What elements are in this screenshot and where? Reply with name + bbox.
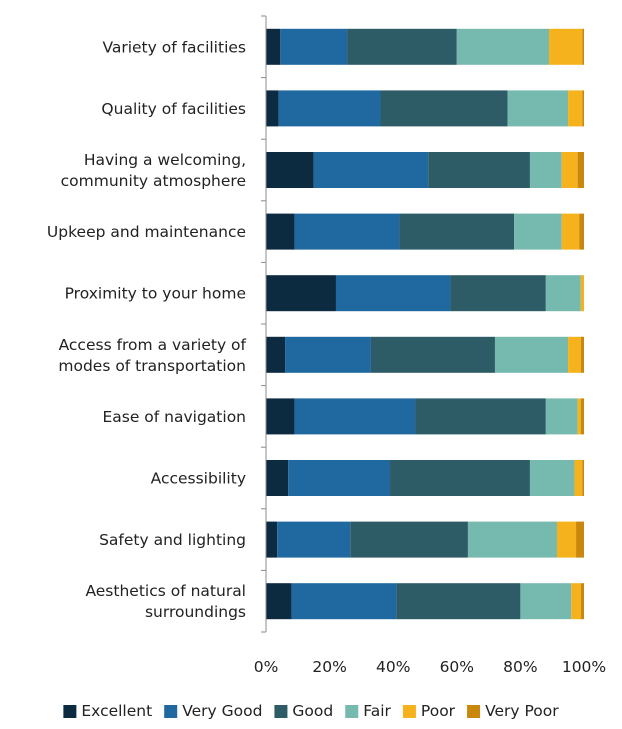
bar-segment (347, 28, 457, 65)
bar-segment (561, 152, 578, 188)
legend-item: Very Poor (467, 702, 559, 720)
category-label: Access from a variety of modes of transpo… (58, 336, 246, 375)
bar-segment (576, 521, 584, 558)
bar-segment (580, 583, 584, 620)
bar-segment (545, 398, 578, 435)
legend-item: Very Good (164, 702, 262, 720)
bar-segment (549, 28, 583, 65)
bar-segment (580, 398, 584, 435)
bar-segment (456, 28, 550, 65)
bar-segment (390, 460, 530, 496)
legend-swatch (402, 705, 416, 718)
legend-item: Good (274, 702, 333, 720)
bar-segment (294, 213, 400, 250)
legend-swatch (467, 705, 481, 718)
bar-segment (280, 28, 348, 65)
bar-segment (556, 521, 577, 558)
bar-segment (545, 275, 581, 312)
bar-segment (580, 275, 584, 312)
bar-segment (370, 336, 495, 373)
bar-segment (577, 398, 581, 435)
bar-segment (294, 398, 416, 435)
category-label: Safety and lighting (99, 531, 246, 549)
legend-label: Poor (421, 702, 456, 720)
bar-segment (582, 460, 584, 496)
bar-segment (579, 213, 584, 250)
bar-segment (582, 90, 584, 127)
bar-segment (507, 90, 569, 127)
bar-segment (291, 583, 397, 620)
legend-label: Fair (363, 702, 391, 720)
x-tick-label: 60% (440, 658, 474, 676)
bar-segment (266, 213, 295, 250)
bar-segment (288, 460, 391, 496)
bar-segment (494, 336, 569, 373)
bar-segment (266, 583, 292, 620)
bar-segment (450, 275, 546, 312)
x-tick-label: 20% (312, 658, 346, 676)
category-label: Aesthetics of natural surroundings (85, 582, 246, 621)
category-label: Quality of facilities (101, 100, 246, 118)
bar-segment (399, 213, 515, 250)
legend-label: Good (292, 702, 333, 720)
bar-segment (266, 460, 289, 496)
bar-segment (580, 336, 584, 373)
legend: Excellent Very Good Good Fair Poor Very Poor (63, 702, 559, 720)
legend-swatch (63, 705, 77, 718)
category-label: Proximity to your home (65, 285, 246, 303)
bar-segment (561, 213, 580, 250)
bar-segment (285, 336, 371, 373)
bars-layer (266, 28, 584, 620)
x-tick-label: 0% (254, 658, 279, 676)
bar-segment (571, 583, 581, 620)
bar-segment (396, 583, 521, 620)
bar-segment (514, 213, 562, 250)
bar-segment (266, 336, 286, 373)
bar-segment (529, 152, 562, 188)
bar-segment (335, 275, 451, 312)
axes (261, 15, 267, 633)
legend-label: Very Good (182, 702, 262, 720)
bar-segment (278, 90, 381, 127)
bar-segment (266, 398, 295, 435)
bar-segment (266, 152, 314, 188)
legend-swatch (274, 705, 288, 718)
bar-segment (266, 28, 281, 65)
category-label: Variety of facilities (102, 38, 246, 56)
x-tick-label: 100% (562, 658, 606, 676)
bar-segment (520, 583, 572, 620)
bar-segment (577, 152, 584, 188)
bar-segment (277, 521, 351, 558)
category-label: Accessibility (151, 470, 246, 488)
legend-item: Excellent (63, 702, 152, 720)
bar-segment (467, 521, 557, 558)
legend-label: Very Poor (485, 702, 559, 720)
legend-item: Fair (345, 702, 392, 720)
bar-segment (380, 90, 508, 127)
bar-segment (428, 152, 530, 188)
legend-swatch (345, 705, 359, 718)
bar-segment (313, 152, 429, 188)
x-tick-label: 40% (376, 658, 410, 676)
bar-segment (266, 275, 336, 312)
x-tick-label: 80% (503, 658, 537, 676)
category-labels: Variety of facilities Quality of faciliti… (47, 38, 247, 621)
x-tick-labels: 0% 20% 40% 60% 80% 100% (254, 658, 606, 676)
legend-item: Poor (402, 702, 456, 720)
bar-segment (266, 90, 279, 127)
bar-segment (266, 521, 278, 558)
bar-segment (582, 28, 584, 65)
bar-segment (574, 460, 583, 496)
legend-label: Excellent (81, 702, 152, 720)
bar-segment (568, 90, 583, 127)
bar-segment (415, 398, 546, 435)
category-label: Ease of navigation (102, 408, 246, 426)
legend-swatch (164, 705, 178, 718)
bar-segment (568, 336, 581, 373)
bar-segment (350, 521, 468, 558)
bar-segment (529, 460, 575, 496)
category-label: Having a welcoming, community atmosphere (61, 151, 246, 190)
category-label: Upkeep and maintenance (47, 223, 246, 241)
